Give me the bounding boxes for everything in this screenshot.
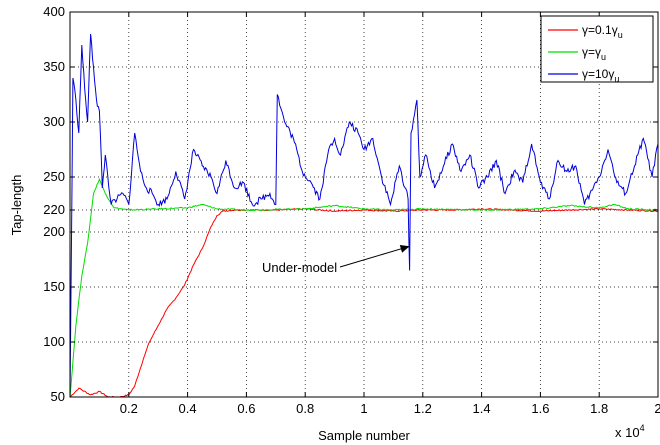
legend-entry-subscript: u <box>618 30 623 40</box>
under-model-annotation: Under-model <box>262 245 410 275</box>
x-tick-label: 1.2 <box>414 401 432 416</box>
y-tick-label: 150 <box>43 279 65 294</box>
legend-entry-main: γ=γ <box>582 45 601 59</box>
y-tick-label: 50 <box>51 389 65 404</box>
x-multiplier-label: x 104 <box>615 423 645 440</box>
legend-entry: γ=γu <box>582 45 606 62</box>
x-tick-label: 0.8 <box>296 401 314 416</box>
series-line <box>70 207 658 397</box>
y-tick-label: 350 <box>43 59 65 74</box>
x-tick-label: 0.2 <box>120 401 138 416</box>
y-tick-label: 220 <box>43 202 65 217</box>
legend-entry-main: γ=0.1γ <box>582 23 618 37</box>
series-lines <box>70 33 658 397</box>
legend-entry: γ=10γu <box>582 67 619 84</box>
legend-entry-subscript: u <box>614 74 619 84</box>
tick-marks <box>70 11 659 398</box>
series-line <box>70 33 658 397</box>
x-axis-label: Sample number <box>318 428 410 443</box>
annotation-arrow-head <box>399 245 410 253</box>
y-tick-label: 200 <box>43 224 65 239</box>
x-tick-label: 0.4 <box>179 401 197 416</box>
legend-box <box>540 15 654 83</box>
y-tick-label: 400 <box>43 4 65 19</box>
x-tick-label: 2 <box>654 401 660 416</box>
annotation-arrow-line <box>339 245 410 268</box>
legend-entry-main: γ=10γ <box>582 67 614 81</box>
y-tick-label: 100 <box>43 334 65 349</box>
legend-entry-subscript: u <box>601 52 606 62</box>
annotation-text: Under-model <box>262 260 337 275</box>
y-axis-label: Tap-length <box>9 175 24 236</box>
x-tick-labels: 0.2 0.4 0.6 0.8 1 1.2 1.4 1.6 1.8 2 <box>120 401 660 416</box>
x-tick-label: 1.6 <box>531 401 549 416</box>
y-tick-labels: 50 100 150 200 220 250 300 350 400 <box>43 4 65 404</box>
y-tick-label: 300 <box>43 114 65 129</box>
x-tick-label: 0.6 <box>237 401 255 416</box>
legend-entry: γ=0.1γu <box>582 23 623 40</box>
x-multiplier-base: x 10 <box>615 425 640 440</box>
series-line <box>70 177 658 397</box>
x-tick-label: 1.4 <box>473 401 491 416</box>
x-multiplier-exponent: 4 <box>640 423 645 433</box>
x-tick-label: 1 <box>360 401 367 416</box>
x-tick-label: 1.8 <box>590 401 608 416</box>
y-tick-label: 250 <box>43 169 65 184</box>
